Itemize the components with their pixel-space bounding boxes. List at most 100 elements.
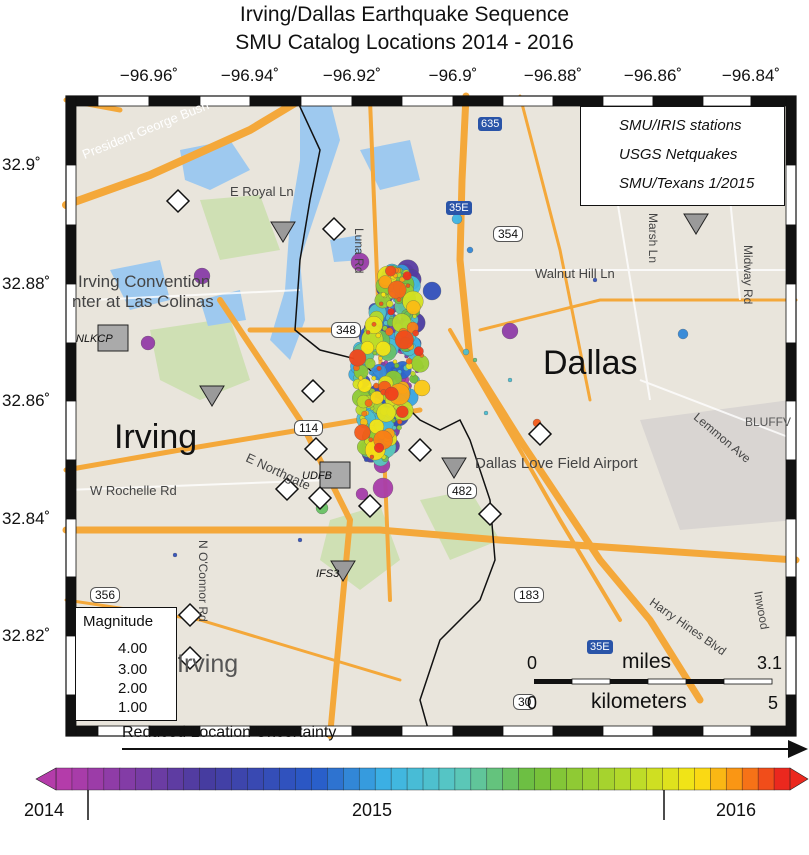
netquakes-square-icon [319, 461, 351, 489]
earthquake-event [376, 403, 396, 423]
netquakes-square-icon [97, 324, 129, 352]
earthquake-event [410, 371, 416, 377]
frame-segment [702, 95, 752, 107]
frame-segment [785, 459, 797, 520]
label-irving: Irving [114, 418, 198, 456]
figure-title-line2: SMU Catalog Locations 2014 - 2016 [235, 31, 574, 54]
colorbar-cell [279, 767, 296, 791]
colorbar-cell [438, 767, 456, 791]
earthquake-event [375, 341, 391, 357]
frame-segment [65, 518, 77, 578]
label-walnut-hill-ln: Walnut Hill Ln [535, 266, 615, 281]
earthquake-event [354, 424, 371, 441]
earthquake-event [350, 252, 370, 272]
earthquake-event [396, 405, 409, 418]
frame-segment [65, 459, 77, 520]
highway-president-george-bush [62, 96, 304, 209]
frame-segment [602, 95, 654, 107]
shield-183: 183 [514, 587, 545, 603]
frame-segment [65, 400, 77, 461]
frame-segment [97, 95, 150, 107]
earthquake-event [402, 271, 412, 281]
colorbar-cell [757, 767, 775, 791]
shield-35e-bottom: 35E [587, 640, 613, 654]
colorbar-cell [422, 767, 440, 791]
legend-label-texans: SMU/Texans 1/2015 [619, 175, 755, 192]
frame-segment [785, 224, 797, 285]
colorbar-cell [343, 767, 360, 791]
earthquake-event [380, 292, 386, 298]
earthquake-event [372, 477, 394, 499]
earthquake-event [592, 277, 598, 283]
earthquake-event [392, 425, 397, 431]
colorbar-right-arrow-icon [789, 767, 809, 791]
label-midway-rd: Midway Rd [741, 245, 755, 305]
scale-miles-label: miles [622, 650, 672, 673]
frame-segment [65, 342, 77, 402]
station-triangle-icon [330, 560, 356, 582]
colorbar-cell [231, 767, 248, 791]
shield-35e-top: 35E [446, 201, 472, 215]
frame-segment [401, 95, 454, 107]
colorbar-cell [694, 767, 711, 791]
colorbar-cell [183, 767, 201, 791]
earthquake-event [385, 265, 397, 277]
colorbar-cell [263, 767, 280, 791]
colorbar-cell [199, 767, 217, 791]
colorbar-cell [598, 767, 615, 791]
frame-segment [602, 725, 654, 737]
earthquake-event [358, 375, 364, 381]
lon-tick-label: −96.84˚ [721, 66, 781, 85]
colorbar-label-2016: 2016 [716, 800, 757, 820]
magnitude-value: 2.00 [118, 680, 148, 697]
earthquake-event [355, 487, 369, 501]
earthquake-event [396, 297, 402, 303]
colorbar-label-2015: 2015 [352, 800, 393, 820]
earthquake-event [413, 346, 424, 357]
frame-segment [652, 725, 704, 737]
street [89, 289, 301, 301]
colorbar-cell [470, 767, 488, 791]
earthquake-event [412, 313, 417, 319]
earthquake-event [406, 300, 421, 315]
park-area [200, 195, 280, 260]
colorbar-cell [374, 767, 392, 791]
frame-segment [785, 576, 797, 637]
lon-tick-label: −96.94˚ [220, 66, 280, 85]
diamond-icon [477, 501, 503, 527]
frame-segment [785, 164, 797, 226]
label-marsh-ln: Marsh Ln [646, 213, 660, 264]
earthquake-event [370, 390, 384, 405]
shield-482: 482 [447, 483, 478, 499]
colorbar-cell [725, 767, 743, 791]
frame-border [65, 95, 797, 737]
earthquake-event [399, 276, 405, 283]
diamond-icon [165, 188, 191, 214]
diamond-icon [407, 437, 433, 463]
colorbar-cell [741, 767, 759, 791]
frame-segment [401, 725, 454, 737]
colorbar-cell [71, 767, 89, 791]
colorbar-cell [662, 767, 679, 791]
scale-km-end: 5 [768, 693, 779, 713]
scale-km-start: 0 [527, 693, 538, 713]
earthquake-event [412, 329, 419, 337]
frame-segment [552, 725, 604, 737]
lon-tick-label: −96.86˚ [623, 66, 683, 85]
earthquake-event [297, 537, 303, 543]
earthquake-event [372, 350, 377, 356]
colorbar-cell [327, 767, 344, 791]
scale-bar [534, 678, 773, 685]
earthquake-event [378, 275, 392, 289]
magnitude-legend: Magnitude 4.00 3.00 2.00 1.00 [75, 607, 177, 721]
fault-line [294, 95, 496, 737]
lat-tick-label: 32.88˚ [2, 274, 51, 293]
earthquake-event [379, 301, 384, 306]
earthquake-event [483, 410, 489, 416]
frame-segment [702, 725, 752, 737]
earthquake-event [371, 375, 377, 381]
diamond-icon [307, 485, 333, 511]
earthquake-event [394, 330, 414, 350]
colorbar-cell [773, 767, 791, 791]
earthquake-event [369, 454, 375, 460]
